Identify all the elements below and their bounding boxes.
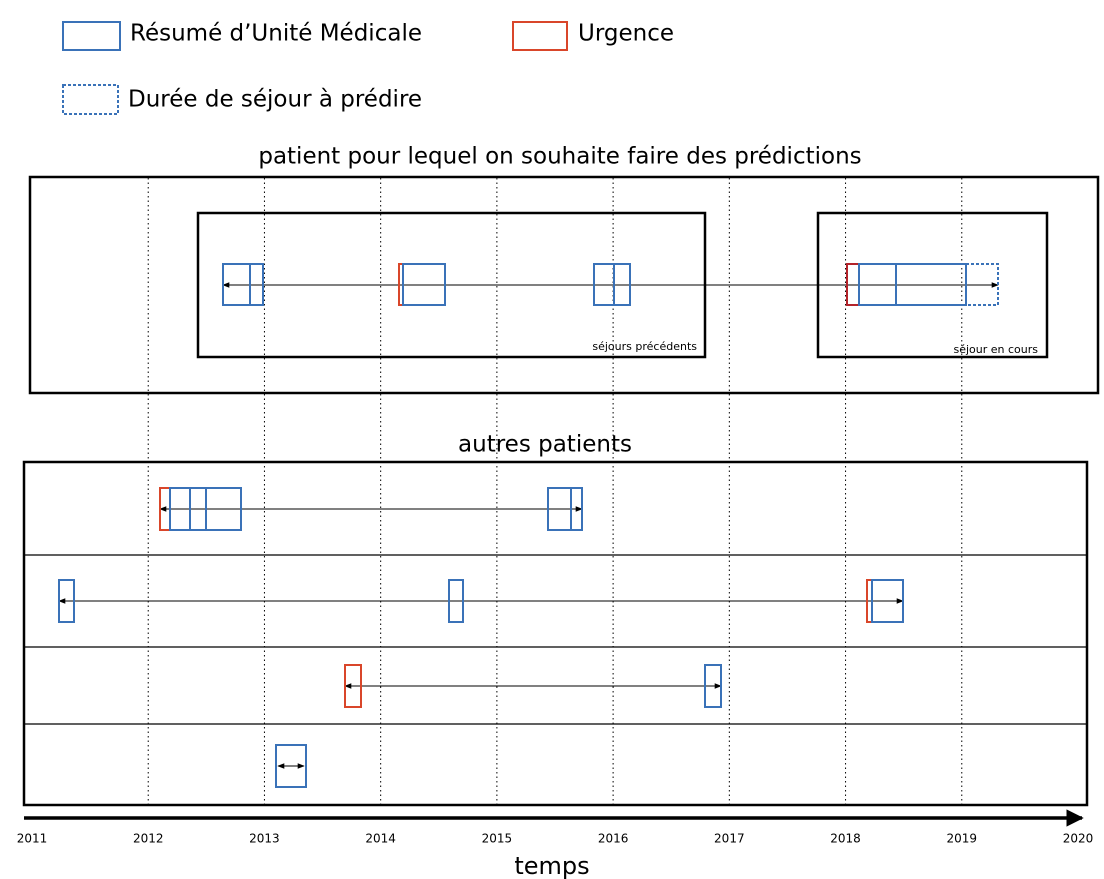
year-label: 2011 bbox=[17, 832, 48, 846]
legend-swatch bbox=[62, 84, 119, 115]
panel-frame bbox=[22, 460, 1089, 807]
year-grid bbox=[147, 178, 963, 805]
legend-swatch bbox=[62, 21, 121, 51]
year-label: 2018 bbox=[830, 832, 861, 846]
year-label: 2013 bbox=[249, 832, 280, 846]
legend-label: Urgence bbox=[578, 21, 674, 47]
group-label: séjours précédents bbox=[592, 340, 697, 353]
year-label: 2019 bbox=[947, 832, 978, 846]
legend-label: Résumé d’Unité Médicale bbox=[130, 21, 422, 47]
legend-label: Durée de séjour à prédire bbox=[128, 87, 422, 113]
panel-frame bbox=[28, 175, 1100, 395]
legend-swatch bbox=[512, 21, 568, 51]
other-timelines bbox=[58, 487, 904, 788]
panel-title: autres patients bbox=[458, 432, 632, 458]
panel-title: patient pour lequel on souhaite faire de… bbox=[258, 144, 861, 170]
year-label: 2020 bbox=[1063, 832, 1094, 846]
year-label: 2017 bbox=[714, 832, 745, 846]
year-label: 2012 bbox=[133, 832, 164, 846]
year-label: 2015 bbox=[482, 832, 513, 846]
year-label: 2014 bbox=[365, 832, 396, 846]
patient-timeline bbox=[222, 263, 999, 306]
axis-label: temps bbox=[514, 852, 589, 879]
group-label: séjour en cours bbox=[953, 343, 1038, 356]
year-label: 2016 bbox=[598, 832, 629, 846]
